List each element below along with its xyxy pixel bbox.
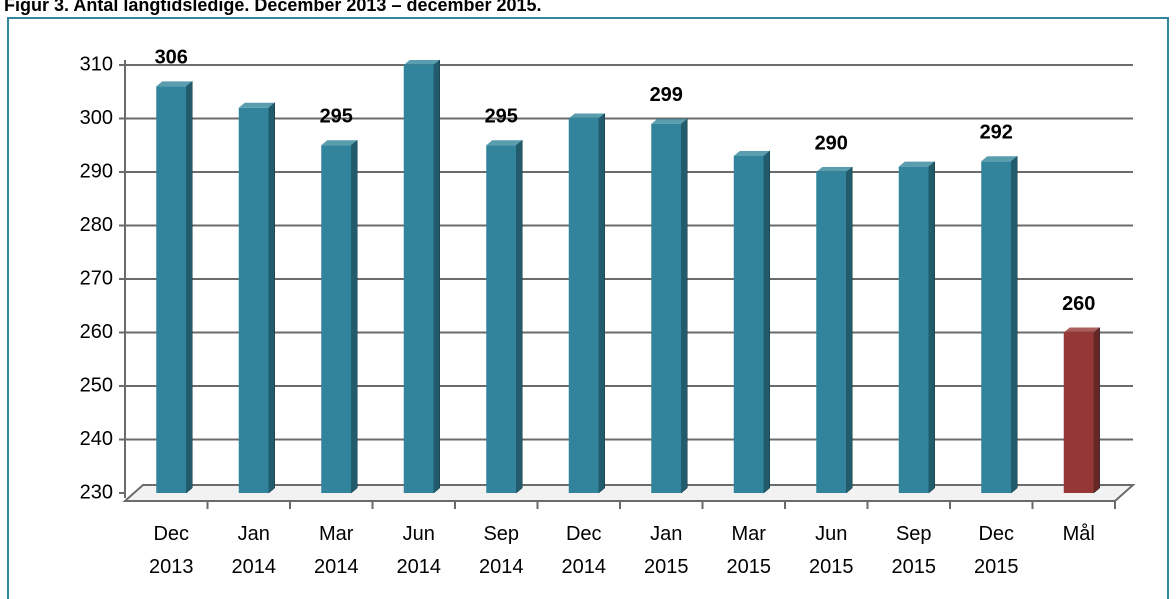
x-tick-line: Dec (978, 523, 1014, 545)
bar (651, 123, 682, 493)
y-tick-label: 240 (80, 428, 113, 450)
y-tick-label: 280 (80, 214, 113, 236)
data-label: 299 (650, 84, 683, 106)
bar-top (238, 102, 275, 108)
x-tick-label: Dec 2013 (149, 523, 194, 578)
x-tick-label: Jun 2014 (397, 523, 442, 578)
y-tick-label: 290 (80, 160, 113, 182)
x-tick-label: Dec 2015 (974, 523, 1019, 578)
bar (568, 118, 599, 493)
x-tick-label: Dec 2014 (562, 523, 607, 578)
bar-top (321, 140, 358, 146)
x-tick-line: Jun (403, 523, 435, 545)
x-tick-line: 2013 (149, 556, 194, 578)
bar-side (186, 80, 193, 494)
data-label: 260 (1062, 293, 1095, 315)
bar-side (1093, 326, 1100, 494)
x-tick-line: 2015 (809, 556, 854, 578)
x-tick-line: Mar (319, 523, 354, 545)
bar (981, 161, 1012, 494)
bar-side (351, 139, 358, 494)
bar (733, 155, 764, 493)
x-tick-label: Jan 2015 (644, 523, 689, 578)
y-tick-label: 310 (80, 53, 113, 75)
bar (816, 172, 847, 493)
x-tick-line: Mar (732, 523, 767, 545)
bar-side (433, 59, 440, 494)
bar-top (981, 156, 1018, 162)
bar-side (1011, 155, 1018, 494)
bar-side (681, 118, 688, 494)
x-tick-label: Sep 2014 (479, 523, 524, 578)
x-tick-line: Jan (238, 523, 270, 545)
y-tick-label: 270 (80, 267, 113, 289)
bar-top (568, 113, 605, 119)
data-label: 292 (980, 122, 1013, 144)
x-tick-line: 2014 (479, 556, 524, 578)
y-tick-label: 250 (80, 374, 113, 396)
bar (321, 145, 352, 493)
bar (898, 166, 929, 493)
x-tick-line: 2015 (644, 556, 689, 578)
x-tick-label: Mål (1063, 523, 1095, 545)
bar (238, 107, 269, 494)
x-tick-label: Jun 2015 (809, 523, 854, 578)
y-tick-label: 230 (80, 481, 113, 503)
x-tick-line: 2015 (727, 556, 772, 578)
x-tick-label: Jan 2014 (232, 523, 277, 578)
bar-side (598, 112, 605, 494)
data-label: 306 (155, 47, 188, 69)
x-tick-line: Sep (483, 523, 519, 545)
bar-side (516, 139, 523, 494)
chart-title: Figur 3. Antal langtidsledige. December … (4, 0, 542, 15)
x-tick-label: Sep 2015 (892, 523, 937, 578)
bar (403, 65, 434, 493)
bar-top (651, 118, 688, 124)
x-tick-line: Mål (1063, 523, 1095, 545)
x-tick-line: 2014 (562, 556, 607, 578)
bar (156, 86, 187, 494)
bar-top (733, 150, 770, 156)
bar-top (1063, 327, 1100, 333)
x-tick-line: Jun (815, 523, 847, 545)
bar-side (846, 166, 853, 494)
bar-side (763, 150, 770, 494)
y-tick-label: 300 (80, 107, 113, 129)
bar-top (486, 140, 523, 146)
x-tick-label: Mar 2015 (727, 523, 772, 578)
bar (1063, 332, 1094, 493)
data-label: 295 (320, 106, 353, 128)
data-label: 290 (815, 132, 848, 154)
y-tick-label: 260 (80, 321, 113, 343)
x-tick-line: Sep (896, 523, 932, 545)
x-tick-line: 2014 (232, 556, 277, 578)
data-label: 295 (485, 106, 518, 128)
chart-frame (7, 17, 1169, 599)
bar-top (403, 60, 440, 65)
bar-top (816, 167, 853, 172)
bar-top (898, 161, 935, 167)
bar-side (928, 161, 935, 494)
x-tick-line: Dec (566, 523, 602, 545)
x-tick-line: Dec (153, 523, 189, 545)
x-tick-line: Jan (650, 523, 682, 545)
bar (486, 145, 517, 493)
x-tick-line: 2014 (397, 556, 442, 578)
x-tick-line: 2015 (974, 556, 1019, 578)
x-tick-line: 2015 (892, 556, 937, 578)
x-tick-label: Mar 2014 (314, 523, 359, 578)
x-tick-line: 2014 (314, 556, 359, 578)
bar-top (156, 81, 193, 87)
bar-side (268, 102, 275, 494)
